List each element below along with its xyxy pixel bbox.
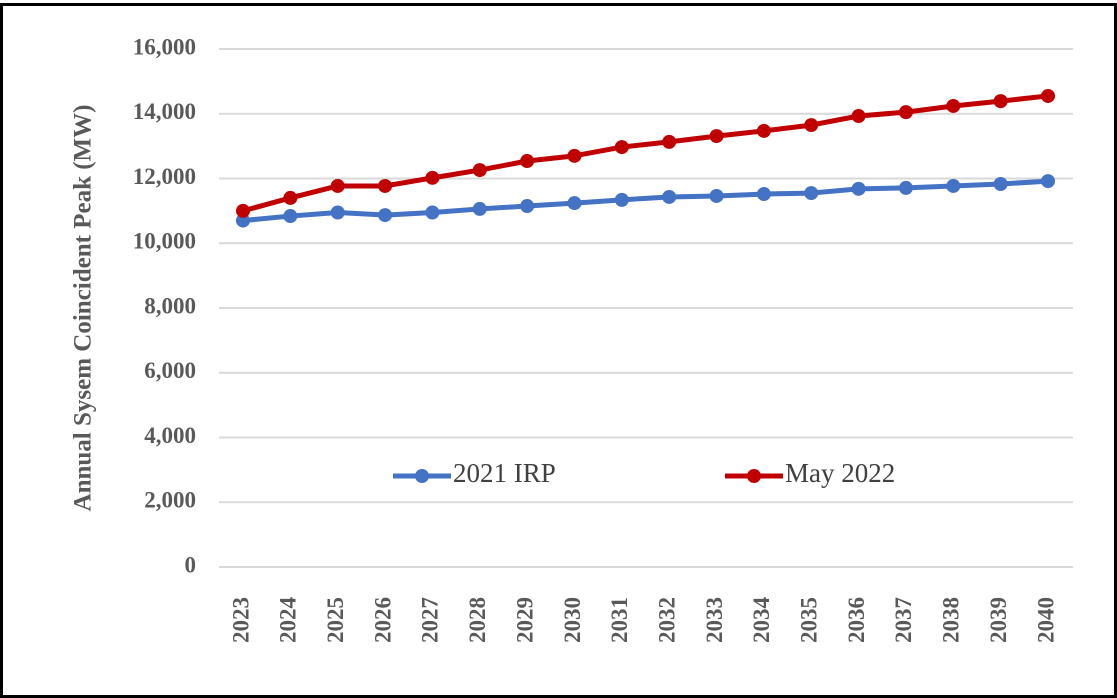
y-tick-label: 2,000 (144, 488, 196, 513)
data-point (520, 199, 535, 214)
data-point (614, 192, 629, 207)
data-point (283, 190, 298, 205)
data-point (567, 148, 582, 163)
x-tick-label: 2023 (228, 597, 253, 643)
data-point (330, 205, 345, 220)
x-tick-label: 2033 (702, 597, 727, 643)
x-tick-label: 2027 (418, 597, 443, 643)
data-point (236, 213, 250, 228)
y-axis-title: Annual Sysem Coincident Peak (MW) (70, 105, 97, 512)
series-line (242, 93, 1049, 214)
data-point (946, 178, 961, 193)
data-point (756, 123, 771, 138)
x-tick-label: 2039 (986, 597, 1011, 643)
y-tick-label: 14,000 (133, 99, 196, 124)
data-point (804, 186, 819, 201)
x-tick-label: 2040 (1033, 597, 1058, 643)
data-point (662, 134, 677, 149)
x-tick-label: 2037 (891, 597, 916, 643)
x-tick-label: 2028 (465, 597, 490, 643)
data-point (756, 187, 771, 202)
data-point (378, 208, 393, 223)
data-point (993, 94, 1008, 109)
data-point (330, 178, 345, 193)
data-point (804, 118, 819, 133)
data-point (236, 203, 250, 218)
data-point (614, 140, 629, 155)
data-point (520, 154, 535, 169)
x-tick-label: 2038 (939, 597, 964, 643)
data-point (662, 189, 677, 204)
y-tick-label: 8,000 (144, 293, 196, 318)
y-tick-label: 16,000 (133, 34, 196, 59)
data-point (472, 201, 487, 216)
data-point (567, 196, 582, 211)
data-point (709, 129, 724, 144)
data-point (1041, 174, 1055, 189)
data-point (709, 188, 724, 203)
frame (0, 3, 1117, 698)
data-point (378, 178, 393, 193)
x-tick-label: 2029 (512, 597, 537, 643)
data-point (283, 209, 298, 224)
x-tick-label: 2031 (607, 597, 632, 643)
y-tick-label: 6,000 (144, 358, 196, 383)
y-tick-label: 12,000 (133, 164, 196, 189)
y-tick-label: 0 (185, 552, 197, 577)
data-point (851, 181, 866, 196)
x-tick-label: 2034 (749, 597, 774, 644)
x-tick-label: 2025 (323, 597, 348, 643)
x-tick-label: 2024 (276, 597, 301, 644)
legend-label: 2021 IRP (453, 458, 556, 488)
data-point (946, 98, 961, 113)
data-point (425, 170, 440, 185)
data-point (472, 163, 487, 178)
x-tick-label: 2030 (560, 597, 585, 643)
data-point (898, 105, 913, 120)
x-tick-label: 2036 (844, 597, 869, 643)
legend-marker (415, 469, 429, 483)
x-tick-label: 2032 (654, 597, 679, 643)
data-point (851, 109, 866, 124)
y-tick-label: 4,000 (144, 423, 196, 448)
series-line (242, 178, 1049, 224)
y-tick-label: 10,000 (133, 229, 196, 254)
x-tick-label: 2035 (797, 597, 822, 643)
data-point (993, 177, 1008, 192)
data-point (1041, 88, 1055, 103)
data-point (425, 205, 440, 220)
x-tick-label: 2026 (370, 597, 395, 643)
legend-marker (747, 469, 761, 483)
legend-label: May 2022 (785, 458, 895, 488)
data-point (898, 180, 913, 195)
